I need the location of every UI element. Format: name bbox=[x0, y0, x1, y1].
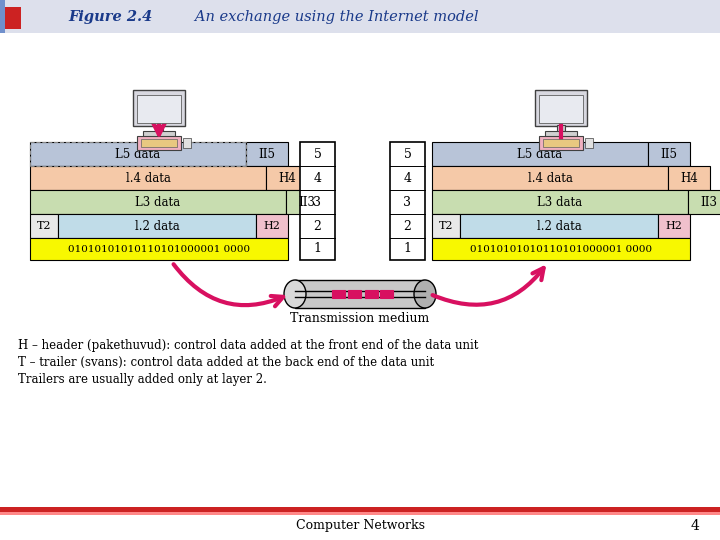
Bar bbox=[348, 290, 361, 298]
Text: H – header (pakethuvud): control data added at the front end of the data unit: H – header (pakethuvud): control data ad… bbox=[18, 339, 478, 352]
Text: H2: H2 bbox=[264, 221, 280, 231]
Bar bbox=[183, 138, 191, 148]
Ellipse shape bbox=[284, 280, 306, 308]
Text: H4: H4 bbox=[680, 172, 698, 185]
Bar bbox=[557, 125, 565, 132]
Text: II5: II5 bbox=[258, 147, 276, 160]
Text: H2: H2 bbox=[665, 221, 683, 231]
Bar bbox=[432, 142, 648, 166]
Bar bbox=[658, 214, 690, 238]
Bar bbox=[365, 290, 378, 298]
Bar bbox=[256, 214, 288, 238]
Bar bbox=[668, 166, 710, 190]
Bar bbox=[141, 139, 177, 147]
Bar bbox=[688, 190, 720, 214]
Bar bbox=[0, 512, 720, 515]
Bar bbox=[133, 90, 185, 126]
Bar bbox=[380, 290, 393, 298]
Text: L3 data: L3 data bbox=[135, 195, 181, 208]
FancyArrowPatch shape bbox=[174, 264, 283, 306]
Bar bbox=[545, 131, 577, 137]
Bar bbox=[332, 290, 345, 298]
Text: l.2 data: l.2 data bbox=[135, 219, 179, 233]
FancyArrowPatch shape bbox=[433, 268, 544, 305]
Text: L5 data: L5 data bbox=[115, 147, 161, 160]
Text: 4: 4 bbox=[690, 519, 699, 533]
Bar bbox=[266, 166, 308, 190]
Bar bbox=[295, 280, 425, 308]
Text: Transmission medium: Transmission medium bbox=[290, 312, 430, 325]
Bar bbox=[539, 136, 583, 150]
Text: 5: 5 bbox=[404, 147, 411, 160]
Text: 4: 4 bbox=[403, 172, 412, 185]
Bar bbox=[460, 214, 658, 238]
Text: Trailers are usually added only at layer 2.: Trailers are usually added only at layer… bbox=[18, 373, 267, 386]
Bar bbox=[543, 139, 579, 147]
Bar bbox=[30, 214, 58, 238]
Text: L3 data: L3 data bbox=[537, 195, 582, 208]
Bar bbox=[648, 142, 690, 166]
Bar bbox=[539, 95, 583, 123]
Bar bbox=[300, 142, 335, 260]
Bar bbox=[286, 190, 328, 214]
Bar bbox=[3, 7, 21, 29]
Bar bbox=[390, 142, 425, 260]
Bar bbox=[585, 138, 593, 148]
Text: 2: 2 bbox=[404, 219, 411, 233]
Text: II5: II5 bbox=[660, 147, 678, 160]
Bar bbox=[432, 190, 688, 214]
Text: II3: II3 bbox=[701, 195, 718, 208]
Bar bbox=[30, 142, 246, 166]
Bar bbox=[137, 136, 181, 150]
Text: l.4 data: l.4 data bbox=[528, 172, 572, 185]
Bar bbox=[30, 190, 286, 214]
Text: 4: 4 bbox=[313, 172, 322, 185]
Bar bbox=[432, 166, 668, 190]
Text: T2: T2 bbox=[37, 221, 51, 231]
Text: 3: 3 bbox=[403, 195, 412, 208]
Text: 2: 2 bbox=[314, 219, 321, 233]
Text: Computer Networks: Computer Networks bbox=[295, 519, 425, 532]
Text: 1: 1 bbox=[313, 242, 322, 255]
Text: 5: 5 bbox=[314, 147, 321, 160]
Bar bbox=[0, 0, 5, 33]
Text: l.2 data: l.2 data bbox=[536, 219, 581, 233]
Text: An exchange using the Internet model: An exchange using the Internet model bbox=[181, 10, 479, 24]
Text: T2: T2 bbox=[438, 221, 454, 231]
Text: 1: 1 bbox=[403, 242, 412, 255]
Bar bbox=[30, 166, 266, 190]
Bar bbox=[432, 214, 460, 238]
Text: 3: 3 bbox=[313, 195, 322, 208]
Bar bbox=[30, 238, 288, 260]
Bar bbox=[535, 90, 587, 126]
Bar bbox=[58, 214, 256, 238]
Bar bbox=[0, 0, 720, 33]
Text: 01010101010110101000001 0000: 01010101010110101000001 0000 bbox=[470, 245, 652, 253]
Bar bbox=[143, 131, 175, 137]
Text: Figure 2.4: Figure 2.4 bbox=[68, 10, 152, 24]
Text: L5 data: L5 data bbox=[518, 147, 562, 160]
Ellipse shape bbox=[414, 280, 436, 308]
Bar bbox=[155, 125, 163, 132]
Bar bbox=[432, 238, 690, 260]
Text: 01010101010110101000001 0000: 01010101010110101000001 0000 bbox=[68, 245, 250, 253]
Bar bbox=[0, 507, 720, 512]
Bar bbox=[295, 280, 425, 308]
Text: T – trailer (svans): control data added at the back end of the data unit: T – trailer (svans): control data added … bbox=[18, 355, 434, 368]
Text: H4: H4 bbox=[278, 172, 296, 185]
Text: l.4 data: l.4 data bbox=[125, 172, 171, 185]
Bar bbox=[137, 95, 181, 123]
Text: II3: II3 bbox=[299, 195, 315, 208]
Bar bbox=[246, 142, 288, 166]
